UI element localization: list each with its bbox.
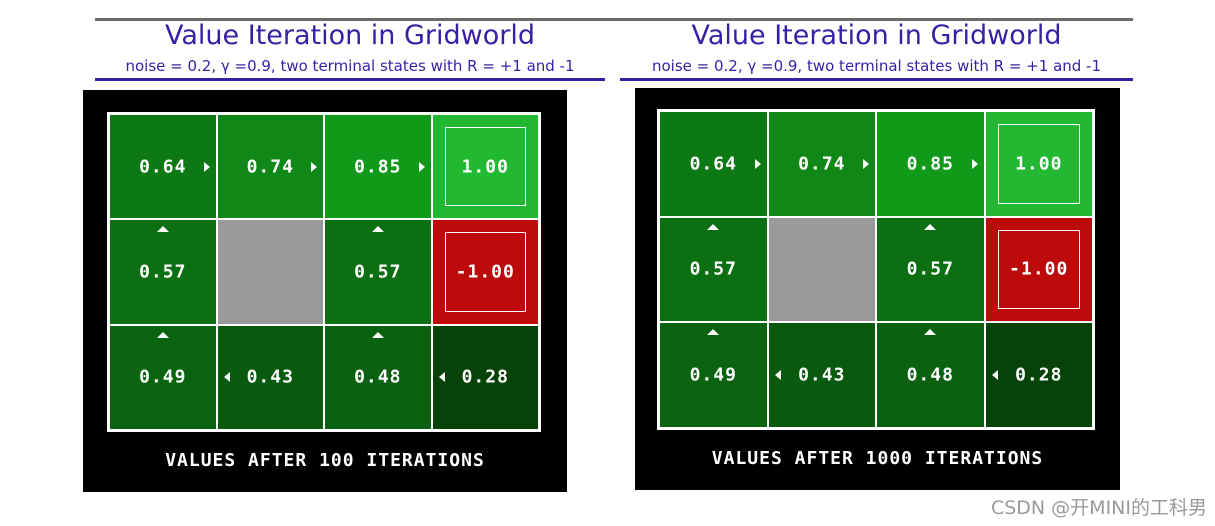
state-value: 0.48: [354, 366, 402, 388]
panel-subtitle: noise = 0.2, γ =0.9, two terminal states…: [651, 57, 1102, 75]
state-cell: 0.28: [431, 324, 539, 430]
iterations-caption: VALUES AFTER 100 ITERATIONS: [165, 450, 485, 471]
state-value: -1.00: [1009, 258, 1069, 280]
state-value: 0.64: [689, 153, 737, 175]
state-value: 0.57: [354, 261, 402, 283]
panel-subtitle: noise = 0.2, γ =0.9, two terminal states…: [125, 57, 575, 75]
value-grid: 0.64 0.74 0.85 1.00 0.57 0.57 -1.00 0.49 0.43 0.4…: [657, 109, 1095, 430]
policy-arrow-up-icon: [371, 226, 384, 233]
obstacle-cell: [216, 219, 324, 325]
state-cell: 0.57: [659, 216, 768, 323]
state-value: 0.57: [689, 258, 737, 280]
terminal-positive-cell: 1.00: [984, 111, 1093, 217]
state-value: 0.74: [798, 153, 846, 175]
terminal-negative-cell: -1.00: [431, 219, 539, 325]
panel-title: Value Iteration in Gridworld: [691, 20, 1062, 51]
terminal-positive-cell: 1.00: [431, 114, 539, 220]
policy-arrow-left-icon: [438, 372, 445, 383]
value-grid: 0.64 0.74 0.85 1.00 0.57 0.57 -1.00 0.49 0.43 0.4…: [107, 112, 541, 432]
iterations-caption: VALUES AFTER 1000 ITERATIONS: [711, 448, 1044, 469]
state-value: 1.00: [1015, 153, 1063, 175]
policy-arrow-right-icon: [754, 158, 761, 169]
title-underline: [620, 78, 1133, 81]
policy-arrow-up-icon: [707, 223, 720, 230]
state-value: 0.57: [906, 258, 954, 280]
state-value: 1.00: [461, 156, 509, 178]
state-cell: 0.43: [767, 322, 876, 428]
panel-header-right: Value Iteration in Gridworld noise = 0.2…: [620, 20, 1133, 81]
terminal-frame: [444, 127, 526, 207]
state-cell: 0.57: [876, 216, 985, 323]
terminal-frame: [997, 229, 1080, 310]
panel-header-left: Value Iteration in Gridworld noise = 0.2…: [95, 20, 605, 81]
state-value: 0.57: [139, 261, 187, 283]
state-value: 0.74: [246, 156, 294, 178]
top-rule: [95, 18, 1133, 21]
policy-arrow-right-icon: [418, 161, 425, 172]
state-cell: 0.48: [876, 322, 985, 428]
policy-arrow-up-icon: [924, 329, 937, 336]
state-cell: 0.49: [659, 322, 768, 428]
policy-arrow-left-icon: [774, 370, 781, 381]
policy-arrow-up-icon: [156, 226, 169, 233]
state-cell: 0.48: [324, 324, 432, 430]
state-cell: 0.74: [767, 111, 876, 217]
policy-arrow-left-icon: [991, 370, 998, 381]
state-value: 0.28: [461, 366, 509, 388]
state-cell: 0.57: [109, 219, 217, 325]
state-cell: 0.64: [659, 111, 768, 217]
policy-arrow-up-icon: [924, 223, 937, 230]
state-value: 0.85: [906, 153, 954, 175]
state-cell: 0.28: [984, 322, 1093, 428]
state-cell: 0.57: [324, 219, 432, 325]
state-cell: 0.85: [876, 111, 985, 217]
gridworld-board-left: 0.64 0.74 0.85 1.00 0.57 0.57 -1.00 0.49 0.43 0.4…: [83, 90, 567, 492]
title-underline: [95, 78, 605, 81]
csdn-watermark: CSDN @开MINI的工科男: [990, 497, 1207, 519]
state-value: 0.43: [798, 364, 846, 386]
state-value: 0.49: [689, 364, 737, 386]
state-value: 0.49: [139, 366, 187, 388]
state-cell: 0.85: [324, 114, 432, 220]
state-value: 0.48: [906, 364, 954, 386]
policy-arrow-up-icon: [156, 331, 169, 338]
terminal-frame: [444, 232, 526, 312]
policy-arrow-right-icon: [311, 161, 317, 172]
policy-arrow-right-icon: [203, 161, 210, 172]
obstacle-cell: [767, 216, 876, 323]
policy-arrow-up-icon: [707, 329, 720, 336]
state-cell: 0.49: [109, 324, 217, 430]
policy-arrow-up-icon: [371, 331, 384, 338]
state-value: 0.64: [139, 156, 187, 178]
state-cell: 0.43: [216, 324, 324, 430]
policy-arrow-right-icon: [863, 158, 869, 169]
terminal-frame: [997, 124, 1080, 204]
state-value: 0.85: [354, 156, 402, 178]
gridworld-board-right: 0.64 0.74 0.85 1.00 0.57 0.57 -1.00 0.49 0.43 0.4…: [635, 88, 1120, 490]
state-cell: 0.64: [109, 114, 217, 220]
state-value: 0.28: [1015, 364, 1063, 386]
state-cell: 0.74: [216, 114, 324, 220]
panel-title: Value Iteration in Gridworld: [164, 20, 536, 51]
terminal-negative-cell: -1.00: [984, 216, 1093, 323]
state-value: -1.00: [455, 261, 515, 283]
policy-arrow-right-icon: [971, 158, 978, 169]
policy-arrow-left-icon: [223, 372, 230, 383]
state-value: 0.43: [246, 366, 294, 388]
